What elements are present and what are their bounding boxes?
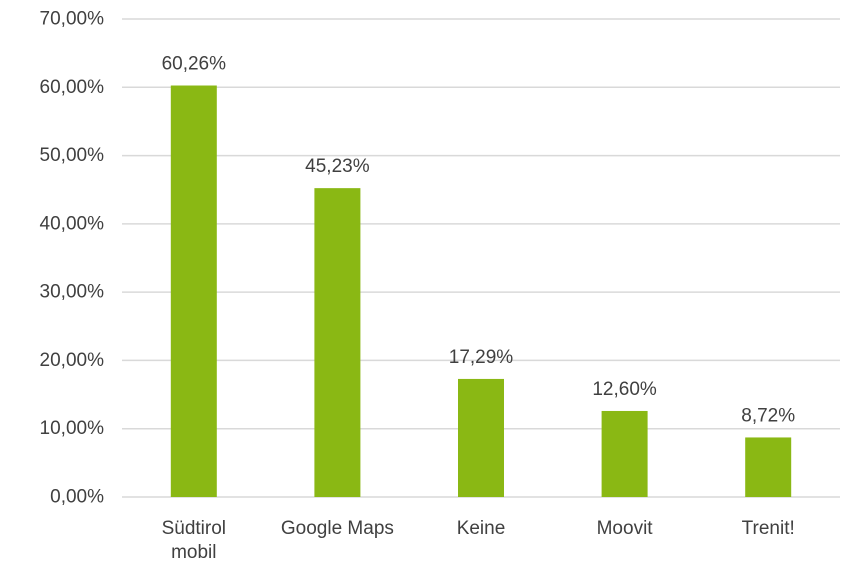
data-label: 12,60% [592, 379, 657, 400]
bars [170, 85, 792, 497]
bar [601, 410, 648, 497]
x-axis-category-labels: Südtirol mobil Google Maps Keine Moovit Treni… [162, 518, 795, 563]
x-tick-label: Südtirol mobil [162, 518, 226, 563]
y-tick-label: 0,00% [50, 487, 104, 508]
y-tick-label: 30,00% [40, 282, 105, 303]
y-tick-label: 20,00% [40, 350, 105, 371]
data-label: 8,72% [741, 405, 795, 426]
data-labels: 60,26% 45,23% 17,29% 12,60% 8,72% [162, 54, 796, 427]
y-axis-tick-labels: 0,00% 10,00% 20,00% 30,00% 40,00% 50,00% 60,00… [40, 9, 105, 508]
data-label: 45,23% [305, 156, 370, 177]
gridlines [122, 18, 840, 498]
x-tick-label: Moovit [597, 518, 654, 539]
y-tick-label: 10,00% [40, 418, 105, 439]
data-label: 17,29% [449, 347, 514, 368]
bar [170, 85, 217, 497]
data-label: 60,26% [162, 54, 227, 75]
bar [745, 437, 792, 497]
y-tick-label: 70,00% [40, 9, 105, 30]
bar [314, 188, 361, 497]
y-tick-label: 50,00% [40, 145, 105, 166]
x-tick-label: Google Maps [281, 518, 394, 539]
y-tick-label: 40,00% [40, 213, 105, 234]
x-tick-label: Trenit! [742, 518, 795, 539]
bar [458, 378, 504, 497]
y-tick-label: 60,00% [40, 77, 105, 98]
x-tick-label: Keine [457, 518, 506, 539]
